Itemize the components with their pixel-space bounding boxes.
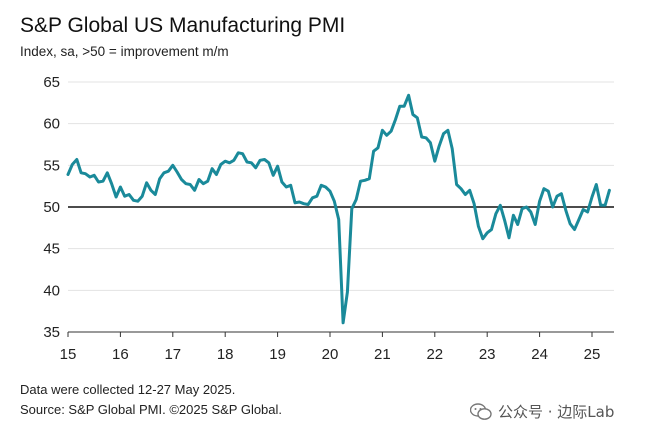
y-tick-label: 60 [43, 116, 60, 133]
watermark: 公众号 · 边际Lab [469, 401, 615, 422]
series-line-pmi [66, 93, 611, 325]
chart-title: S&P Global US Manufacturing PMI [20, 14, 346, 37]
chart-subtitle: Index, sa, >50 = improvement m/m [20, 44, 229, 59]
x-tick-label: 24 [531, 346, 548, 363]
x-tick-label: 17 [164, 346, 181, 363]
y-tick-label: 45 [43, 241, 60, 258]
x-tick-label: 16 [112, 346, 129, 363]
data-collection-note: Data were collected 12-27 May 2025. [20, 382, 236, 397]
y-tick-label: 40 [43, 282, 60, 299]
x-tick-label: 25 [584, 346, 601, 363]
y-tick-label: 50 [43, 199, 60, 216]
x-tick-label: 22 [426, 346, 443, 363]
x-tick-label: 21 [374, 346, 391, 363]
x-tick-label: 15 [60, 346, 77, 363]
x-tick-label: 23 [479, 346, 496, 363]
x-tick-label: 18 [217, 346, 234, 363]
source-note: Source: S&P Global PMI. ©2025 S&P Global… [20, 402, 283, 417]
y-tick-label: 65 [43, 74, 60, 91]
x-tick-label: 20 [322, 346, 339, 363]
y-tick-label: 35 [43, 324, 60, 341]
wechat-icon [469, 402, 492, 421]
x-tick-label: 19 [269, 346, 286, 363]
y-tick-label: 55 [43, 157, 60, 174]
watermark-text: 公众号 · 边际Lab [498, 403, 615, 421]
